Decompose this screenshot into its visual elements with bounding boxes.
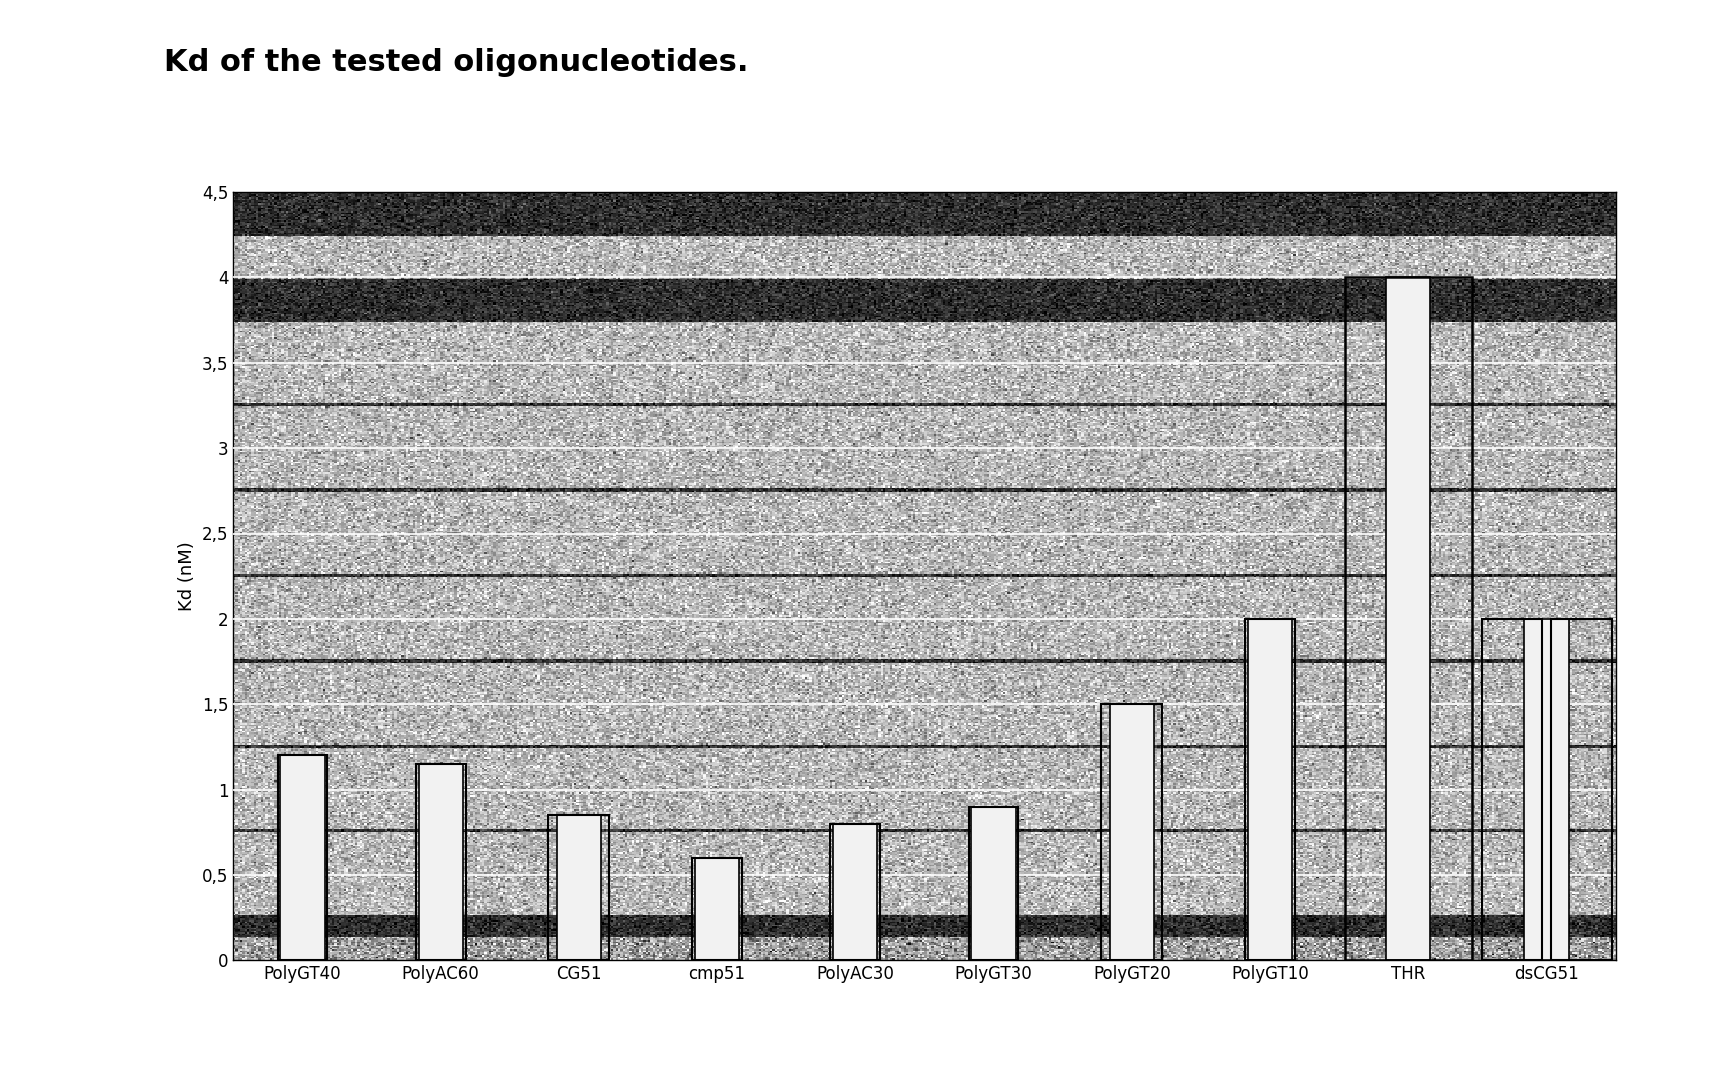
- Bar: [971, 807, 1016, 960]
- Bar: [1109, 704, 1154, 960]
- Bar: [280, 755, 325, 960]
- Bar: [1481, 619, 1543, 960]
- Bar: [418, 764, 463, 960]
- Bar: [831, 824, 880, 960]
- Bar: [556, 815, 601, 960]
- Bar: [695, 858, 740, 960]
- Text: Kd of the tested oligonucleotides.: Kd of the tested oligonucleotides.: [164, 48, 748, 77]
- Bar: [1386, 277, 1431, 960]
- Bar: [1101, 704, 1163, 960]
- Bar: [1246, 619, 1294, 960]
- Bar: [833, 824, 878, 960]
- Bar: [1344, 277, 1472, 960]
- Y-axis label: Kd (nM): Kd (nM): [178, 541, 197, 611]
- Bar: [278, 755, 327, 960]
- Bar: [1248, 619, 1293, 960]
- Bar: [416, 764, 465, 960]
- Bar: [1524, 619, 1569, 960]
- Bar: [693, 858, 741, 960]
- Bar: [1550, 619, 1612, 960]
- Bar: [969, 807, 1018, 960]
- Bar: [548, 815, 610, 960]
